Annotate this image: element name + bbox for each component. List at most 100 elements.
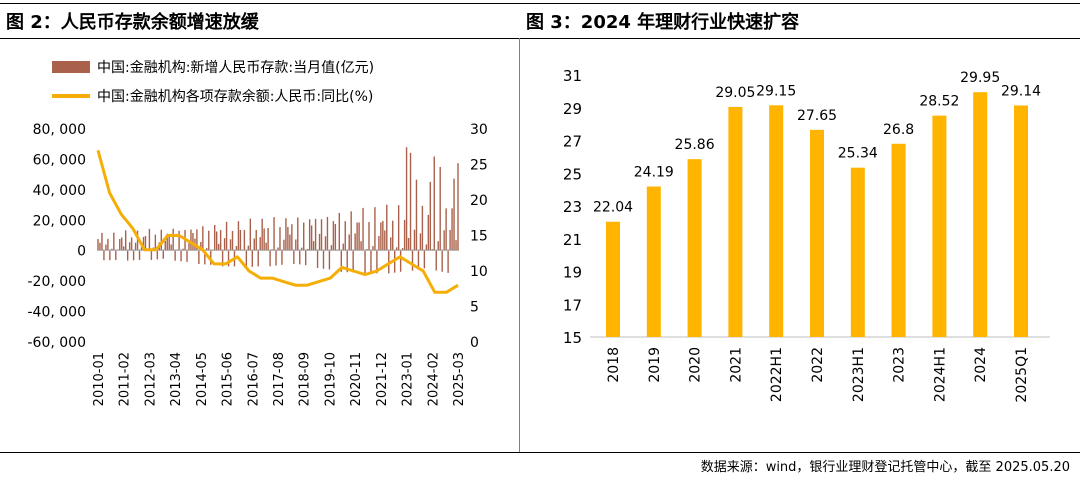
deposit-bar xyxy=(140,247,143,251)
deposit-bar xyxy=(200,241,202,251)
top-rule xyxy=(0,3,1080,4)
deposit-bar xyxy=(386,204,388,251)
deposit-bar xyxy=(291,224,293,251)
deposit-bar xyxy=(453,178,455,251)
deposit-bar xyxy=(451,208,453,251)
deposit-bar xyxy=(301,247,303,251)
deposit-bar xyxy=(172,228,174,251)
deposit-bar xyxy=(340,250,342,272)
y-tick-label: 23 xyxy=(563,198,582,216)
bar-value-label: 25.34 xyxy=(838,146,878,162)
deposit-bar xyxy=(376,250,378,274)
value-bar xyxy=(850,167,865,337)
deposit-bar xyxy=(338,212,341,251)
deposit-bar xyxy=(312,241,315,251)
y-left-tick-label: 0 xyxy=(77,244,86,260)
deposit-bar xyxy=(170,244,172,251)
deposit-bar xyxy=(439,167,441,251)
deposit-bar xyxy=(427,214,430,251)
y-right-tick-label: 5 xyxy=(470,300,479,316)
title-rule xyxy=(0,38,1080,39)
value-bar xyxy=(606,221,620,337)
deposit-bar xyxy=(390,237,392,251)
deposit-bar xyxy=(150,250,153,260)
y-right-tick-label: 20 xyxy=(470,193,488,209)
deposit-bar xyxy=(188,243,190,251)
deposit-bar xyxy=(411,250,414,271)
deposit-bar xyxy=(249,218,252,251)
deposit-bar xyxy=(178,230,180,251)
deposit-bar xyxy=(304,250,307,266)
x-tick-label: 2016-07 xyxy=(246,352,261,406)
deposit-bar xyxy=(360,241,362,251)
y-tick-label: 27 xyxy=(563,133,582,151)
deposit-bar xyxy=(352,250,354,273)
y-right-tick-label: 30 xyxy=(470,122,488,138)
deposit-bar xyxy=(380,222,382,251)
deposit-bar xyxy=(384,230,386,251)
deposit-bar xyxy=(378,236,380,251)
legend-label-bar: 中国:金融机构:新增人民币存款:当月值(亿元) xyxy=(97,60,374,76)
deposit-bar xyxy=(156,250,159,260)
deposit-bar xyxy=(399,250,402,272)
deposit-bar xyxy=(368,221,370,251)
deposit-bar xyxy=(441,250,443,272)
deposit-bar xyxy=(273,217,275,251)
deposit-bar xyxy=(105,244,107,251)
deposit-bar xyxy=(362,207,364,251)
bar-value-label: 28.52 xyxy=(919,94,959,110)
deposit-bar xyxy=(425,244,428,251)
deposit-bar xyxy=(148,228,151,251)
deposit-bar xyxy=(289,234,291,251)
y-tick-label: 29 xyxy=(563,100,582,118)
deposit-bar xyxy=(449,229,451,251)
x-tick-label: 2018 xyxy=(606,347,622,383)
source-note: 数据来源：wind，银行业理财登记托管中心，截至 2025.05.20 xyxy=(700,460,1070,475)
y-left-tick-label: 40, 000 xyxy=(33,183,86,199)
x-tick-label: 2021 xyxy=(728,347,744,383)
deposit-bar xyxy=(227,250,230,267)
x-tick-label: 2022 xyxy=(810,347,826,383)
bar-value-label: 24.19 xyxy=(634,165,674,181)
deposit-bar xyxy=(299,250,301,265)
value-bar xyxy=(1014,105,1028,338)
deposit-bar xyxy=(457,163,459,251)
bar-series xyxy=(97,147,459,274)
deposit-bar xyxy=(119,238,121,251)
panel-divider xyxy=(519,38,520,452)
deposit-bar xyxy=(180,250,182,262)
deposit-bar xyxy=(314,218,317,251)
deposit-bar xyxy=(401,248,404,251)
bar-value-label: 22.04 xyxy=(593,200,633,216)
deposit-bar xyxy=(310,225,313,251)
x-tick-label: 2023 xyxy=(892,347,908,383)
deposit-bar xyxy=(214,225,216,251)
deposit-bar xyxy=(103,250,105,261)
deposit-bar xyxy=(415,179,418,251)
bar-value-label: 29.15 xyxy=(756,83,796,99)
deposit-bar xyxy=(126,250,129,261)
deposit-bar xyxy=(219,230,222,251)
deposit-bar xyxy=(318,233,321,251)
value-bar xyxy=(810,129,824,337)
deposit-bar xyxy=(124,230,127,251)
deposit-bar xyxy=(344,221,346,251)
deposit-bar xyxy=(247,245,250,251)
deposit-bar xyxy=(113,232,115,251)
deposit-bar xyxy=(257,250,259,267)
deposit-bar xyxy=(136,230,139,251)
x-tick-label: 2020 xyxy=(688,347,704,383)
x-tick-label: 2015-06 xyxy=(221,352,236,406)
x-tick-label: 2025-03 xyxy=(452,352,467,406)
deposit-bar xyxy=(255,229,257,251)
deposit-bar xyxy=(215,231,218,251)
x-tick-label: 2024-02 xyxy=(426,352,441,406)
deposit-bar xyxy=(328,250,331,270)
x-tick-label: 2025Q1 xyxy=(1014,347,1030,403)
deposit-bar xyxy=(101,232,103,251)
deposit-bar xyxy=(223,238,226,251)
deposit-bar xyxy=(251,250,253,267)
x-tick-label: 2017-08 xyxy=(272,352,287,406)
bar-value-label: 26.8 xyxy=(883,122,914,138)
deposit-bar xyxy=(259,237,261,251)
